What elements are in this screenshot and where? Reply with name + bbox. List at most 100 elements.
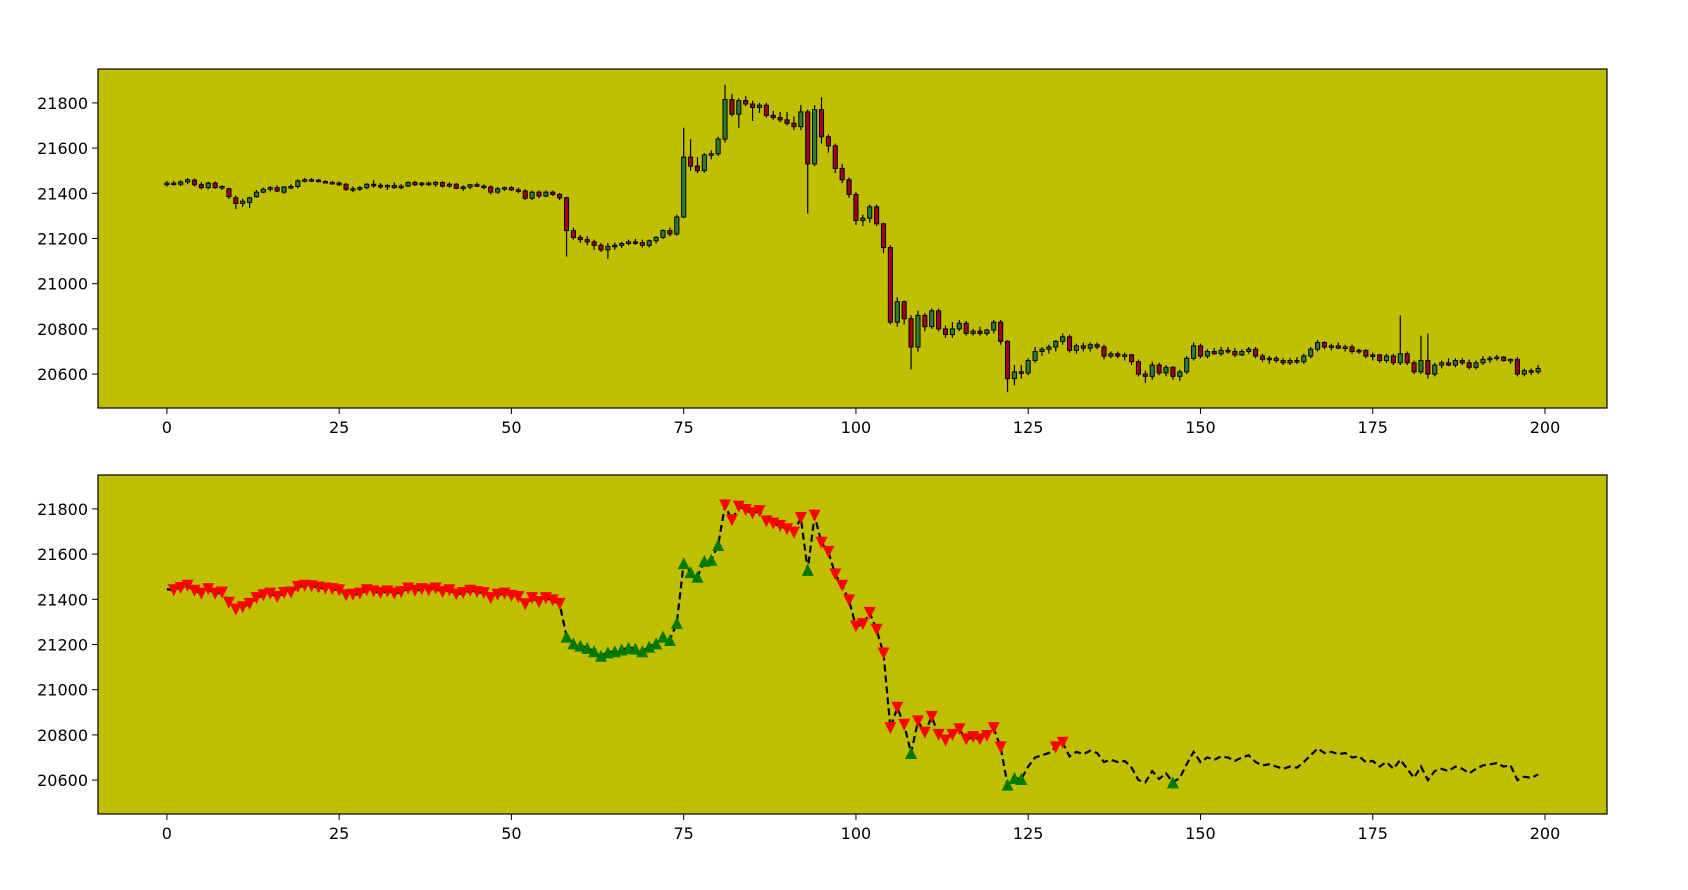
candle-body bbox=[171, 182, 177, 186]
y-tick-label: 21000 bbox=[37, 275, 88, 294]
sell-signal-marker bbox=[264, 587, 277, 600]
candle-body bbox=[343, 183, 349, 190]
sell-signal-marker bbox=[987, 722, 1000, 735]
sell-signal-marker bbox=[222, 596, 235, 609]
x-tick-label: 150 bbox=[1185, 824, 1216, 843]
y-tick-label: 21200 bbox=[37, 636, 88, 655]
sell-signal-marker bbox=[898, 718, 911, 731]
sell-signal-marker bbox=[753, 505, 766, 518]
buy-signal-marker bbox=[1001, 778, 1014, 791]
candle-body bbox=[550, 191, 556, 195]
sell-signal-marker bbox=[526, 592, 539, 605]
sell-signal-marker bbox=[884, 722, 897, 735]
candle-body bbox=[977, 330, 983, 334]
candle-body bbox=[853, 193, 859, 221]
candle-body bbox=[433, 181, 439, 185]
candle-body bbox=[185, 179, 191, 183]
candle-body bbox=[1156, 364, 1162, 374]
sell-signal-marker bbox=[1056, 736, 1069, 749]
x-tick-label: 50 bbox=[501, 418, 521, 437]
candle-body bbox=[1487, 357, 1493, 361]
buy-signal-marker bbox=[684, 566, 697, 579]
candle-body bbox=[1363, 349, 1369, 357]
sell-signal-marker bbox=[353, 587, 366, 600]
candle-body bbox=[1135, 361, 1142, 375]
candle-body bbox=[956, 322, 962, 330]
buy-signal-marker bbox=[705, 553, 718, 566]
sell-signal-marker bbox=[836, 579, 849, 592]
sell-signal-marker bbox=[946, 728, 959, 741]
candle-body bbox=[805, 111, 811, 165]
x-tick-label: 175 bbox=[1357, 824, 1388, 843]
candle-body bbox=[391, 184, 397, 189]
candle-body bbox=[1060, 336, 1066, 342]
candle-body bbox=[1321, 341, 1328, 348]
candle-body bbox=[880, 223, 887, 249]
candle-body bbox=[701, 154, 707, 172]
candle-body bbox=[281, 186, 287, 193]
candle-body bbox=[660, 230, 666, 238]
candle-body bbox=[922, 314, 928, 328]
candle-body bbox=[1108, 353, 1114, 357]
candle-body bbox=[942, 328, 949, 336]
candle-body bbox=[1039, 348, 1045, 352]
candle-body bbox=[1328, 345, 1334, 348]
buy-signal-marker bbox=[650, 637, 663, 650]
candlestick-panel: 0 25 50 75 100 125 150 175 200 20600 20800 21000 21… bbox=[37, 68, 1608, 437]
candle-body bbox=[1149, 364, 1155, 377]
candle-body bbox=[302, 179, 308, 182]
sell-signal-marker bbox=[457, 586, 470, 599]
candle-body bbox=[557, 193, 563, 199]
sell-signal-marker bbox=[939, 734, 952, 747]
x-tick-label: 100 bbox=[841, 418, 872, 437]
candle-body bbox=[1170, 366, 1176, 377]
candle-body bbox=[1432, 364, 1438, 375]
sell-signal-marker bbox=[932, 728, 945, 741]
candle-body bbox=[1370, 354, 1376, 357]
signal-panel: 0 25 50 75 100 125 150 175 200 20600 20800 21000 21… bbox=[37, 474, 1608, 843]
sell-signal-marker bbox=[216, 586, 229, 599]
buy-signal-marker bbox=[1015, 772, 1028, 785]
buy-signal-marker bbox=[712, 539, 725, 552]
candle-body bbox=[336, 182, 342, 186]
x-tick-label: 150 bbox=[1185, 418, 1216, 437]
candle-body bbox=[191, 179, 198, 186]
signal-series bbox=[166, 499, 1539, 791]
buy-signal-marker bbox=[677, 557, 690, 570]
candle-body bbox=[398, 185, 404, 189]
candle-body bbox=[743, 100, 749, 105]
x-tick-label: 175 bbox=[1357, 418, 1388, 437]
y-tick-label: 20800 bbox=[37, 726, 88, 745]
buy-signal-marker bbox=[629, 642, 642, 655]
candle-body bbox=[1218, 349, 1224, 355]
candle-body bbox=[929, 310, 935, 328]
sell-signal-marker bbox=[174, 582, 187, 594]
sell-signal-marker bbox=[443, 584, 456, 597]
candle-body bbox=[784, 119, 790, 124]
candle-body bbox=[674, 216, 680, 235]
y-tick-label: 21800 bbox=[37, 94, 88, 113]
candle-body bbox=[1528, 370, 1534, 373]
candle-body bbox=[681, 156, 687, 218]
candlestick-y-axis: 20600 20800 21000 21200 21400 21600 21800 bbox=[37, 94, 98, 384]
sell-signal-marker bbox=[512, 591, 525, 604]
candle-body bbox=[309, 179, 315, 182]
candle-body bbox=[667, 230, 673, 235]
y-tick-label: 21600 bbox=[37, 545, 88, 564]
buy-signal-marker bbox=[663, 633, 676, 646]
sell-signal-marker bbox=[849, 620, 862, 633]
candle-body bbox=[1287, 360, 1293, 364]
candle-body bbox=[798, 111, 804, 128]
buy-signal-marker bbox=[670, 617, 683, 630]
candle-body bbox=[1191, 345, 1197, 359]
sell-signal-marker bbox=[877, 647, 890, 660]
candle-body bbox=[639, 242, 645, 246]
candle-body bbox=[1535, 367, 1541, 373]
candle-body bbox=[818, 109, 825, 138]
candle-body bbox=[543, 191, 549, 197]
candle-body bbox=[1494, 356, 1500, 360]
candle-body bbox=[446, 183, 452, 187]
candle-body bbox=[1073, 345, 1080, 351]
candle-body bbox=[970, 330, 976, 334]
